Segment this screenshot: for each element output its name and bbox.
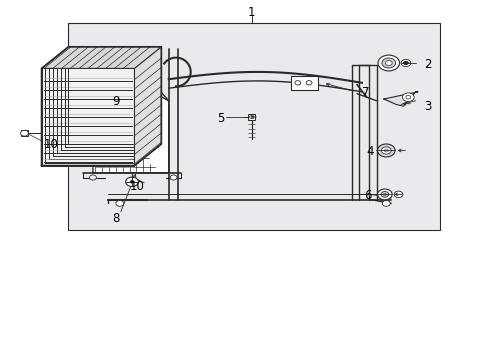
Text: 7: 7 xyxy=(361,86,368,99)
Circle shape xyxy=(305,81,311,85)
Circle shape xyxy=(405,95,410,99)
Circle shape xyxy=(89,175,96,180)
Circle shape xyxy=(381,147,390,154)
Bar xyxy=(68,23,439,230)
Text: 4: 4 xyxy=(366,145,373,158)
Polygon shape xyxy=(383,92,417,106)
Circle shape xyxy=(170,175,177,180)
Circle shape xyxy=(381,58,395,68)
Circle shape xyxy=(382,201,389,206)
Circle shape xyxy=(393,191,402,198)
Circle shape xyxy=(377,189,391,200)
Polygon shape xyxy=(134,47,161,166)
Circle shape xyxy=(294,81,300,85)
Circle shape xyxy=(400,59,410,67)
Polygon shape xyxy=(41,68,134,166)
Polygon shape xyxy=(41,47,161,68)
Text: 1: 1 xyxy=(247,6,255,19)
Circle shape xyxy=(402,93,413,102)
Text: 10: 10 xyxy=(129,180,144,193)
Polygon shape xyxy=(41,68,134,166)
Polygon shape xyxy=(93,76,168,173)
Text: 5: 5 xyxy=(217,112,224,125)
Text: 9: 9 xyxy=(112,95,120,108)
Text: 2: 2 xyxy=(424,58,431,71)
Text: 6: 6 xyxy=(363,189,371,202)
Circle shape xyxy=(385,60,391,66)
Circle shape xyxy=(20,130,28,136)
Circle shape xyxy=(380,192,388,197)
Circle shape xyxy=(377,144,394,157)
Circle shape xyxy=(383,193,386,195)
Circle shape xyxy=(130,181,133,183)
Circle shape xyxy=(377,55,399,71)
Bar xyxy=(290,76,317,90)
Circle shape xyxy=(403,62,407,64)
Text: 3: 3 xyxy=(424,100,431,113)
Bar xyxy=(248,114,254,120)
Circle shape xyxy=(116,201,123,206)
Circle shape xyxy=(125,177,138,186)
Text: 10: 10 xyxy=(44,138,59,151)
Circle shape xyxy=(384,149,387,152)
Text: 8: 8 xyxy=(112,212,120,225)
Circle shape xyxy=(249,116,253,118)
Bar xyxy=(21,130,28,136)
